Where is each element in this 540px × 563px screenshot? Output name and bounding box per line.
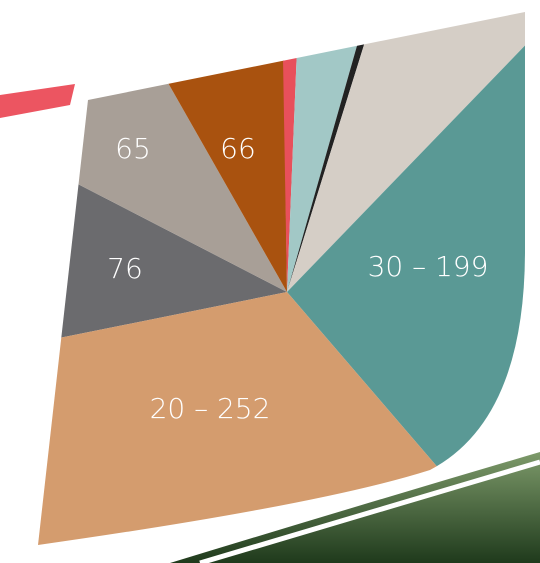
slice (287, 30, 525, 545)
slice-label: 20 – 252 (150, 392, 271, 425)
photo-curve (199, 459, 540, 563)
slice (38, 292, 440, 545)
accent-stripe (0, 84, 75, 118)
slice-label: 76 (107, 252, 143, 285)
slice (287, 12, 525, 292)
photo (170, 452, 540, 563)
slice-label: 65 (115, 132, 151, 165)
slice (60, 60, 287, 292)
slice-label: 66 (220, 132, 256, 165)
slice (282, 12, 299, 292)
slice-label: 30 – 199 (368, 250, 489, 283)
